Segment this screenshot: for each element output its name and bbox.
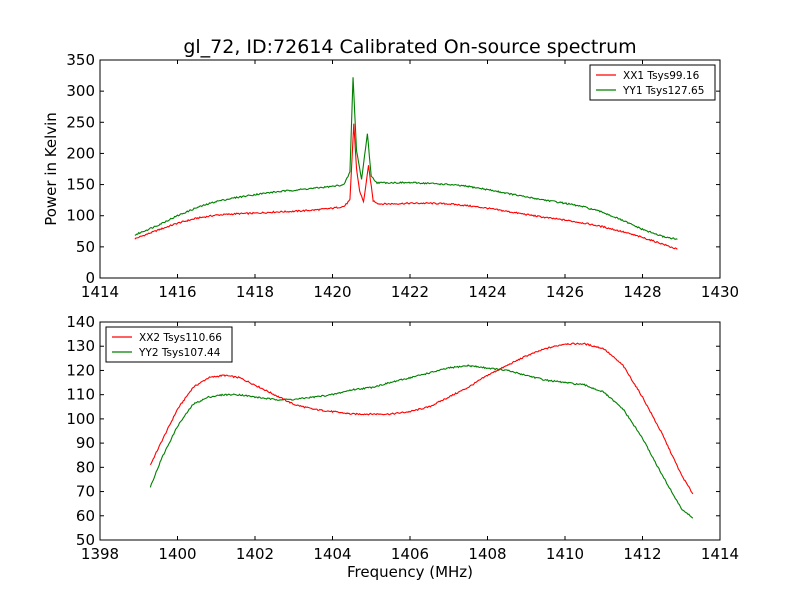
x-tick-label: 1410 <box>546 545 584 563</box>
legend-label: XX2 Tsys110.66 <box>139 332 222 344</box>
x-tick-label: 1402 <box>236 545 274 563</box>
y-tick-label: 50 <box>76 238 95 256</box>
x-tick-label: 1406 <box>391 545 429 563</box>
y-tick-label: 140 <box>66 313 95 331</box>
y-tick-label: 100 <box>66 207 95 225</box>
x-tick-label: 1428 <box>623 283 661 301</box>
x-tick-label: 1424 <box>468 283 506 301</box>
axes-layer: 1414 1416 1418 1420 1422 1424 1426 1428 14300501… <box>42 51 739 581</box>
x-tick-label: 1422 <box>391 283 429 301</box>
legend-frame <box>589 64 716 101</box>
y-tick-label: 110 <box>66 386 95 404</box>
legend-label: YY1 Tsys127.65 <box>622 85 704 97</box>
x-tick-label: 1398 <box>81 545 119 563</box>
x-tick-label: 1418 <box>236 283 274 301</box>
x-axis-label: Frequency (MHz) <box>347 563 473 581</box>
y-axis-label: Power in Kelvin <box>42 112 60 226</box>
x-tick-label: 1414 <box>81 283 119 301</box>
x-tick-label: 1412 <box>623 545 661 563</box>
x-tick-label: 1414 <box>701 545 739 563</box>
y-tick-label: 100 <box>66 410 95 428</box>
x-tick-label: 1416 <box>158 283 196 301</box>
legend-label: XX1 Tsys99.16 <box>623 70 700 82</box>
y-tick-label: 90 <box>76 434 95 452</box>
chart-2: 1398 1400 1402 1404 1406 1408 1410 1412 1414 50 60… <box>66 313 739 581</box>
y-tick-label: 200 <box>66 144 95 162</box>
y-tick-label: 0 <box>85 269 95 287</box>
legend: XX2 Tsys110.66 YY2 Tsys107.44 <box>105 326 233 363</box>
y-tick-label: 130 <box>66 337 95 355</box>
x-tick-label: 1408 <box>468 545 506 563</box>
series-line-red-2 <box>149 342 694 495</box>
y-tick-label: 60 <box>76 507 95 525</box>
x-tick-label: 1430 <box>701 283 739 301</box>
y-tick-label: 300 <box>66 82 95 100</box>
chart-1: 1414 1416 1418 1420 1422 1424 1426 1428 1430 0 50 1… <box>42 51 739 301</box>
y-tick-label: 70 <box>76 483 95 501</box>
y-tick-label: 80 <box>76 458 95 476</box>
legend-label: YY2 Tsys107.44 <box>138 347 221 359</box>
y-tick-label: 250 <box>66 113 95 131</box>
series-line-red-1 <box>134 123 678 250</box>
y-tick-label: 120 <box>66 361 95 379</box>
series-line-green-2 <box>149 364 694 519</box>
x-tick-label: 1426 <box>546 283 584 301</box>
x-tick-label: 1420 <box>313 283 351 301</box>
y-tick-label: 350 <box>66 51 95 69</box>
legend: XX1 Tsys99.16 YY1 Tsys127.65 <box>589 64 716 101</box>
x-tick-label: 1404 <box>313 545 351 563</box>
series-line-green-1 <box>134 77 678 240</box>
legend-frame <box>105 326 233 363</box>
chart-title: gl_72, ID:72614 Calibrated On-source spe… <box>183 36 636 58</box>
x-tick-label: 1400 <box>158 545 196 563</box>
y-tick-label: 150 <box>66 176 95 194</box>
y-tick-label: 50 <box>76 531 95 549</box>
